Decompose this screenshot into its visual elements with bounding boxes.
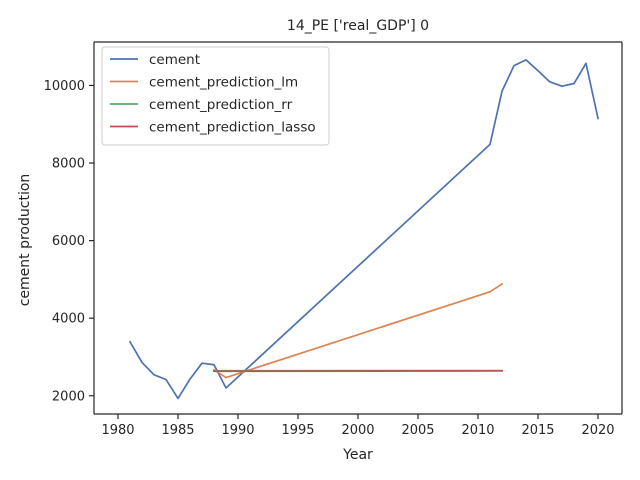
x-tick-label: 2005 <box>401 423 434 438</box>
x-tick-label: 1990 <box>221 423 254 438</box>
legend: cement cement_prediction_lm cement_predict… <box>101 46 330 146</box>
x-tick-label: 1985 <box>161 423 194 438</box>
series-line-cement-prediction-lm <box>212 282 504 379</box>
chart-title: 14_PE ['real_GDP'] 0 <box>287 18 429 34</box>
legend-label: cement_prediction_rr <box>149 97 293 113</box>
y-tick-label: 2000 <box>52 389 85 404</box>
plot-area: 1980 1985 1990 1995 2000 2005 2010 2015 2020 2000… <box>44 41 623 438</box>
x-tick-label: 1995 <box>281 423 314 438</box>
y-tick-label: 10000 <box>44 79 85 94</box>
legend-label: cement_prediction_lasso <box>149 120 316 136</box>
x-tick-label: 2015 <box>521 423 554 438</box>
x-tick-label: 1980 <box>101 423 134 438</box>
x-tick-label: 2000 <box>341 423 374 438</box>
legend-label: cement_prediction_lm <box>149 75 298 91</box>
y-tick-label: 4000 <box>52 312 85 327</box>
y-tick-label: 8000 <box>52 157 85 172</box>
y-tick-label: 6000 <box>52 234 85 249</box>
y-axis-label: cement production <box>17 174 33 307</box>
series-line-cement <box>128 58 600 400</box>
x-axis-label: Year <box>342 447 373 463</box>
legend-label: cement <box>149 52 200 68</box>
x-tick-label: 2010 <box>461 423 494 438</box>
x-tick-label: 2020 <box>581 423 614 438</box>
legend-box <box>101 46 330 146</box>
